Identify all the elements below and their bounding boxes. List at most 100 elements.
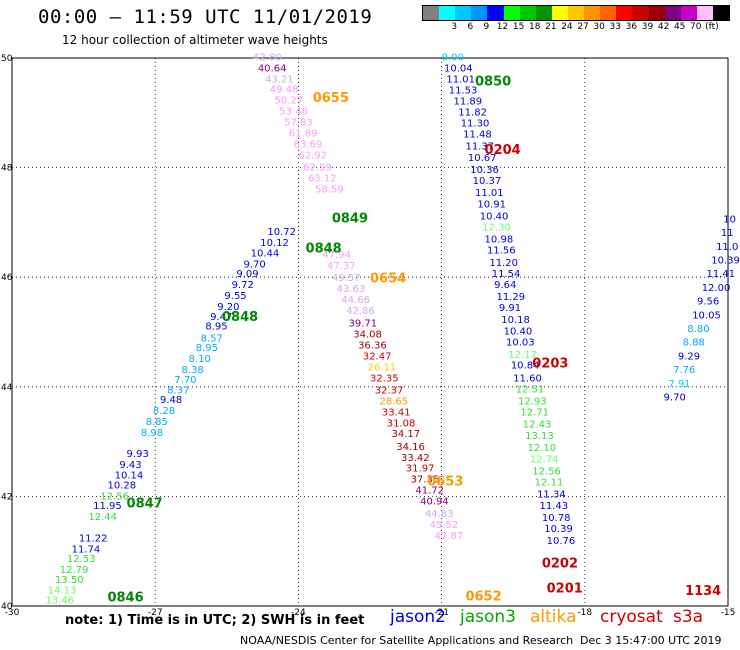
wave-height-label: 47.87 bbox=[434, 531, 463, 542]
wave-height-label: 11.34 bbox=[537, 489, 566, 500]
wave-height-label: 12.56 bbox=[100, 492, 129, 503]
wave-height-label: 9.48 bbox=[160, 395, 182, 406]
y-tick-label: 46 bbox=[1, 273, 13, 283]
wave-height-label: 10.91 bbox=[477, 200, 506, 211]
wave-height-label: 11.53 bbox=[449, 86, 478, 97]
wave-height-label: 39.71 bbox=[349, 319, 378, 330]
wave-height-label: 44.83 bbox=[425, 509, 454, 520]
wave-height-label: 10.03 bbox=[506, 338, 535, 349]
legend-swatch bbox=[584, 6, 601, 20]
wave-height-label: 10.12 bbox=[260, 238, 289, 249]
wave-height-label: 34.16 bbox=[396, 442, 425, 453]
plot-frame bbox=[11, 57, 729, 607]
legend-label: 39 bbox=[641, 22, 654, 32]
wave-height-label: 9.91 bbox=[499, 303, 521, 314]
wave-height-label: 49.48 bbox=[270, 85, 299, 96]
wave-height-label: 11.20 bbox=[489, 258, 518, 269]
wave-height-label: 9.64 bbox=[494, 280, 516, 291]
wave-height-label: 11.29 bbox=[496, 292, 525, 303]
wave-height-label: 42.86 bbox=[346, 306, 375, 317]
wave-height-label: 11.74 bbox=[72, 544, 101, 555]
wave-height-label: 12.93 bbox=[518, 396, 547, 407]
wave-height-label: 26.11 bbox=[368, 362, 397, 373]
wave-height-label: 8.95 bbox=[196, 343, 218, 354]
wave-height-label: 11.82 bbox=[458, 108, 487, 119]
wave-height-label: 9.93 bbox=[127, 449, 149, 460]
wave-height-label: 11.95 bbox=[93, 501, 122, 512]
legend-label: 45 bbox=[673, 22, 686, 32]
wave-height-label: 11.54 bbox=[492, 269, 521, 280]
wave-height-label: 8.95 bbox=[205, 321, 227, 332]
pass-time-label: 0849 bbox=[332, 211, 368, 226]
wave-height-label: 53.46 bbox=[279, 106, 308, 117]
mission-jason2: jason2 bbox=[390, 607, 446, 627]
pass-time-label: 0847 bbox=[127, 496, 163, 511]
wave-height-label: 8.10 bbox=[189, 354, 211, 365]
wave-height-label: 12.11 bbox=[535, 477, 564, 488]
wave-height-label: 63.12 bbox=[308, 173, 337, 184]
pass-time-label: 0201 bbox=[547, 581, 583, 596]
wave-height-label: 62.92 bbox=[298, 150, 327, 161]
wave-height-label: 12.43 bbox=[523, 419, 552, 430]
wave-height-label: 32.47 bbox=[363, 351, 392, 362]
wave-height-label: 12.44 bbox=[88, 512, 117, 523]
wave-height-label: 10.05 bbox=[692, 310, 721, 321]
wave-height-label: 9.09 bbox=[236, 269, 258, 280]
wave-height-label: 42.80 bbox=[253, 53, 282, 64]
wave-height-label: 58.59 bbox=[315, 184, 344, 195]
wave-height-label: 43.21 bbox=[265, 75, 294, 86]
wave-height-label: 31.08 bbox=[387, 418, 416, 429]
mission-jason3: jason3 bbox=[460, 607, 516, 627]
legend-label: 24 bbox=[561, 22, 573, 32]
legend-swatch bbox=[455, 6, 472, 20]
legend-label: (ft) bbox=[705, 22, 719, 32]
x-tick-label: -30 bbox=[5, 608, 20, 618]
legend-label: 12 bbox=[496, 22, 509, 32]
legend-label: 18 bbox=[529, 22, 541, 32]
wave-height-label: 44.66 bbox=[341, 295, 370, 306]
wave-height-label: 10.28 bbox=[107, 481, 136, 492]
wave-height-label: 9.56 bbox=[697, 297, 719, 308]
pass-time-label: 0204 bbox=[485, 143, 521, 158]
wave-height-label: 11.30 bbox=[461, 119, 490, 130]
wave-height-label: 11.41 bbox=[707, 269, 736, 280]
wave-height-label: 7.76 bbox=[673, 365, 695, 376]
chart-title: 00:00 — 11:59 UTC 11/01/2019 bbox=[38, 6, 373, 28]
wave-height-label: 12.79 bbox=[60, 565, 89, 576]
wave-height-label: 7.70 bbox=[174, 375, 196, 386]
wave-height-label: 13.50 bbox=[55, 575, 84, 586]
mission-altika: altika bbox=[530, 607, 577, 627]
legend-swatch bbox=[439, 6, 456, 20]
legend-swatch bbox=[696, 6, 713, 20]
legend-swatch bbox=[503, 6, 520, 20]
wave-height-label: 12.74 bbox=[530, 454, 559, 465]
legend-swatch bbox=[712, 6, 730, 20]
wave-height-label: 13.13 bbox=[525, 431, 554, 442]
wave-height-label: 49.57 bbox=[332, 273, 361, 284]
wave-height-label: 9.55 bbox=[224, 291, 246, 302]
wave-height-label: 10 bbox=[723, 214, 736, 225]
wave-height-label: 40.64 bbox=[258, 64, 287, 75]
pass-time-label: 0653 bbox=[427, 474, 463, 489]
wave-height-label: 33.41 bbox=[382, 407, 411, 418]
credit-text: NOAA/NESDIS Center for Satellite Applica… bbox=[240, 634, 574, 647]
y-tick-label: 44 bbox=[1, 383, 13, 393]
wave-height-label: 12.71 bbox=[520, 407, 549, 418]
pass-time-label: 0848 bbox=[306, 242, 342, 257]
wave-height-label: 40.94 bbox=[420, 497, 449, 508]
wave-height-label: 10.76 bbox=[547, 536, 576, 547]
wave-height-label: 10.84 bbox=[511, 361, 540, 372]
legend-swatch bbox=[551, 6, 568, 20]
wave-height-label: 50.27 bbox=[275, 95, 304, 106]
legend-swatch bbox=[680, 6, 697, 20]
legend-label: 6 bbox=[467, 22, 474, 32]
wave-height-label: 8.57 bbox=[201, 333, 223, 344]
wave-height-label: 9.70 bbox=[244, 259, 266, 270]
legend-swatch bbox=[519, 6, 536, 20]
wave-height-label: 43.63 bbox=[337, 284, 366, 295]
x-tick-label: -21 bbox=[434, 608, 449, 618]
wave-height-label: 9.20 bbox=[217, 302, 239, 313]
color-scale-legend bbox=[422, 5, 730, 21]
legend-label: 42 bbox=[657, 22, 670, 32]
